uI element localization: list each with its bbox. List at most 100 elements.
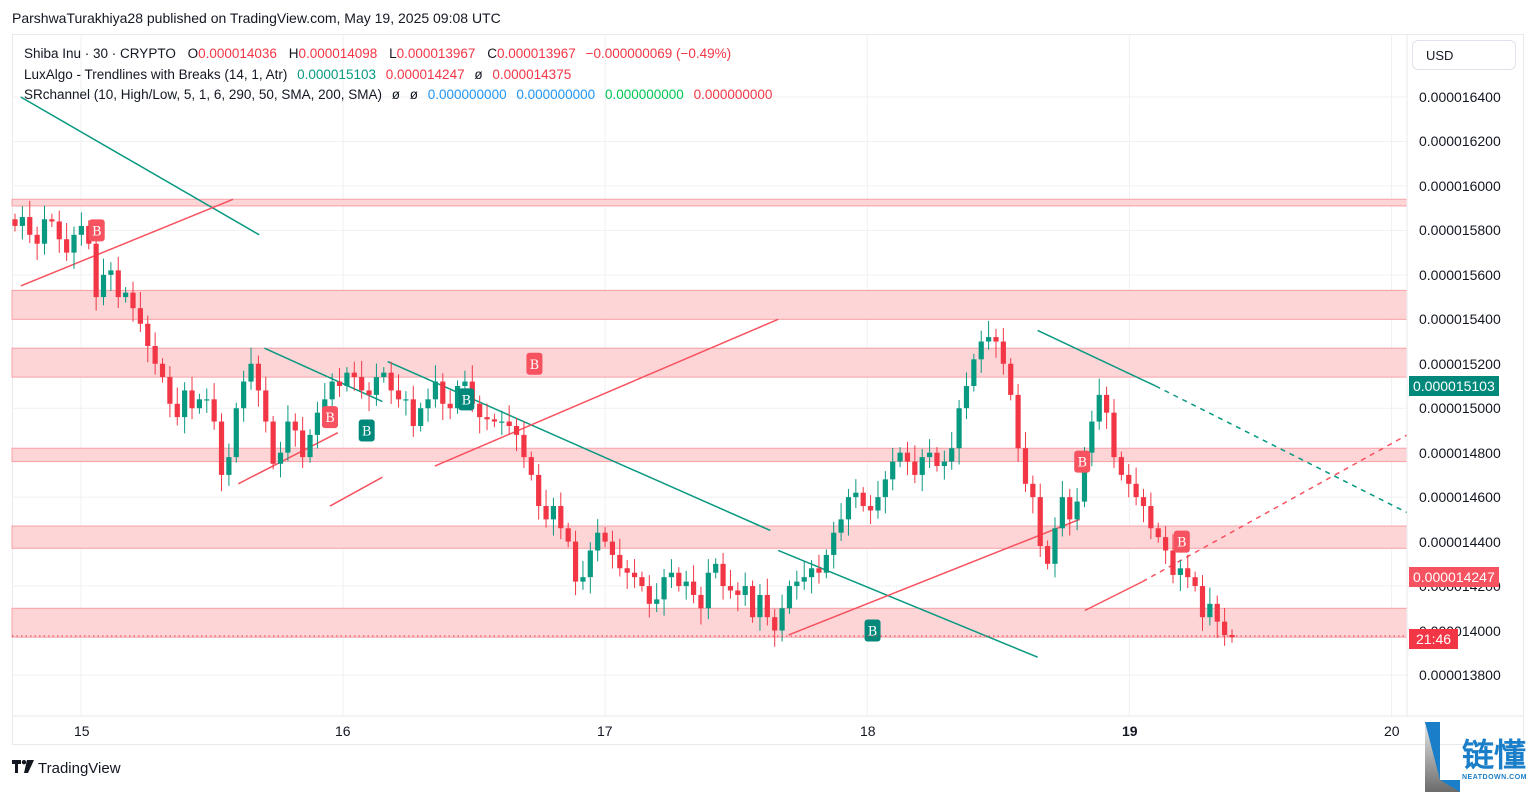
candle-down[interactable] <box>521 434 527 458</box>
candle-up[interactable] <box>19 217 25 226</box>
candle-up[interactable] <box>285 421 291 453</box>
candle-up[interactable] <box>654 599 660 604</box>
candle-down[interactable] <box>1118 457 1124 475</box>
candle-up[interactable] <box>890 461 896 480</box>
candle-up[interactable] <box>941 461 947 467</box>
candle-up[interactable] <box>403 399 409 401</box>
candle-up[interactable] <box>425 399 431 409</box>
candle-up[interactable] <box>1089 421 1095 453</box>
candle-down[interactable] <box>617 554 623 569</box>
candle-down[interactable] <box>867 506 874 511</box>
candle-down[interactable] <box>477 403 483 418</box>
tradingview-logo[interactable]: TradingView <box>12 760 121 777</box>
candle-down[interactable] <box>64 239 70 253</box>
candle-up[interactable] <box>1059 497 1065 529</box>
candle-up[interactable] <box>971 359 977 386</box>
candle-down[interactable] <box>491 419 498 422</box>
candle-up[interactable] <box>595 532 601 551</box>
candle-down[interactable] <box>1163 537 1169 551</box>
candle-up[interactable] <box>949 448 955 462</box>
candle-down[interactable] <box>860 492 866 507</box>
resistance-trendline[interactable] <box>20 96 260 236</box>
candle-up[interactable] <box>277 452 284 464</box>
candle-up[interactable] <box>418 408 424 427</box>
candle-up[interactable] <box>432 381 439 400</box>
support-trendline[interactable] <box>329 476 383 507</box>
candle-down[interactable] <box>631 572 638 578</box>
candle-down[interactable] <box>720 563 726 587</box>
candle-down[interactable] <box>572 541 579 582</box>
candle-down[interactable] <box>440 381 446 404</box>
candle-up[interactable] <box>71 234 77 253</box>
candle-up[interactable] <box>882 479 888 498</box>
candle-up[interactable] <box>757 594 763 618</box>
candle-up[interactable] <box>329 381 335 400</box>
candle-down[interactable] <box>934 452 940 467</box>
candle-up[interactable] <box>100 274 107 298</box>
candle-down[interactable] <box>255 363 261 391</box>
candle-down[interactable] <box>167 377 173 404</box>
candle-down[interactable] <box>130 292 136 309</box>
candle-up[interactable] <box>838 519 844 533</box>
candle-down[interactable] <box>410 399 416 427</box>
candle-down[interactable] <box>1170 550 1176 575</box>
candle-down[interactable] <box>447 403 453 409</box>
candle-down[interactable] <box>912 461 918 475</box>
candle-down[interactable] <box>1015 394 1021 449</box>
candle-up[interactable] <box>683 581 689 587</box>
support-trendline[interactable] <box>1142 434 1408 583</box>
candle-down[interactable] <box>270 421 276 464</box>
support-trendline[interactable] <box>788 518 1080 636</box>
candle-down[interactable] <box>1185 568 1191 578</box>
candle-up[interactable] <box>41 219 48 244</box>
candle-down[interactable] <box>676 572 682 587</box>
break-label-badge[interactable]: B <box>321 406 338 429</box>
resistance-trendline[interactable] <box>777 549 1038 658</box>
candle-down[interactable] <box>1111 412 1117 458</box>
candle-down[interactable] <box>1126 474 1132 484</box>
candle-down[interactable] <box>1222 621 1228 635</box>
candle-up[interactable] <box>373 377 380 395</box>
candle-up[interactable] <box>831 532 837 555</box>
candle-down[interactable] <box>1037 497 1043 547</box>
break-label-badge[interactable]: B <box>358 419 375 442</box>
candle-up[interactable] <box>926 452 933 458</box>
candle-down[interactable] <box>749 586 756 618</box>
candle-up[interactable] <box>705 572 711 609</box>
candle-up[interactable] <box>661 577 667 600</box>
candle-up[interactable] <box>314 412 321 435</box>
candle-down[interactable] <box>292 421 298 431</box>
candle-down[interactable] <box>145 323 151 346</box>
candle-up[interactable] <box>580 577 586 582</box>
candle-up[interactable] <box>801 577 807 582</box>
candle-down[interactable] <box>115 270 121 298</box>
candle-up[interactable] <box>875 497 881 511</box>
candle-up[interactable] <box>919 457 925 475</box>
candle-up[interactable] <box>233 408 239 458</box>
candle-down[interactable] <box>484 417 490 420</box>
candle-down[interactable] <box>506 421 512 427</box>
candle-down[interactable] <box>536 474 542 507</box>
candle-down[interactable] <box>1140 497 1147 507</box>
candle-up[interactable] <box>853 492 859 498</box>
candle-up[interactable] <box>344 372 350 386</box>
candle-up[interactable] <box>845 497 852 520</box>
candle-down[interactable] <box>351 372 357 378</box>
resistance-trendline[interactable] <box>264 347 383 403</box>
candle-down[interactable] <box>189 390 195 409</box>
candle-down[interactable] <box>764 594 770 618</box>
candle-down[interactable] <box>159 363 166 378</box>
candle-down[interactable] <box>1192 577 1198 587</box>
candle-down[interactable] <box>1045 546 1051 564</box>
candle-down[interactable] <box>211 399 217 422</box>
candle-down[interactable] <box>1155 528 1161 538</box>
resistance-trendline[interactable] <box>1037 329 1156 387</box>
candle-down[interactable] <box>56 221 62 240</box>
candle-down[interactable] <box>395 390 402 400</box>
candle-up[interactable] <box>808 568 815 578</box>
candle-up[interactable] <box>550 506 557 520</box>
candle-down[interactable] <box>336 381 343 386</box>
symbol-title[interactable]: Shiba Inu · 30 · CRYPTO <box>24 46 176 61</box>
candle-up[interactable] <box>794 581 800 587</box>
candle-down[interactable] <box>1067 497 1073 520</box>
